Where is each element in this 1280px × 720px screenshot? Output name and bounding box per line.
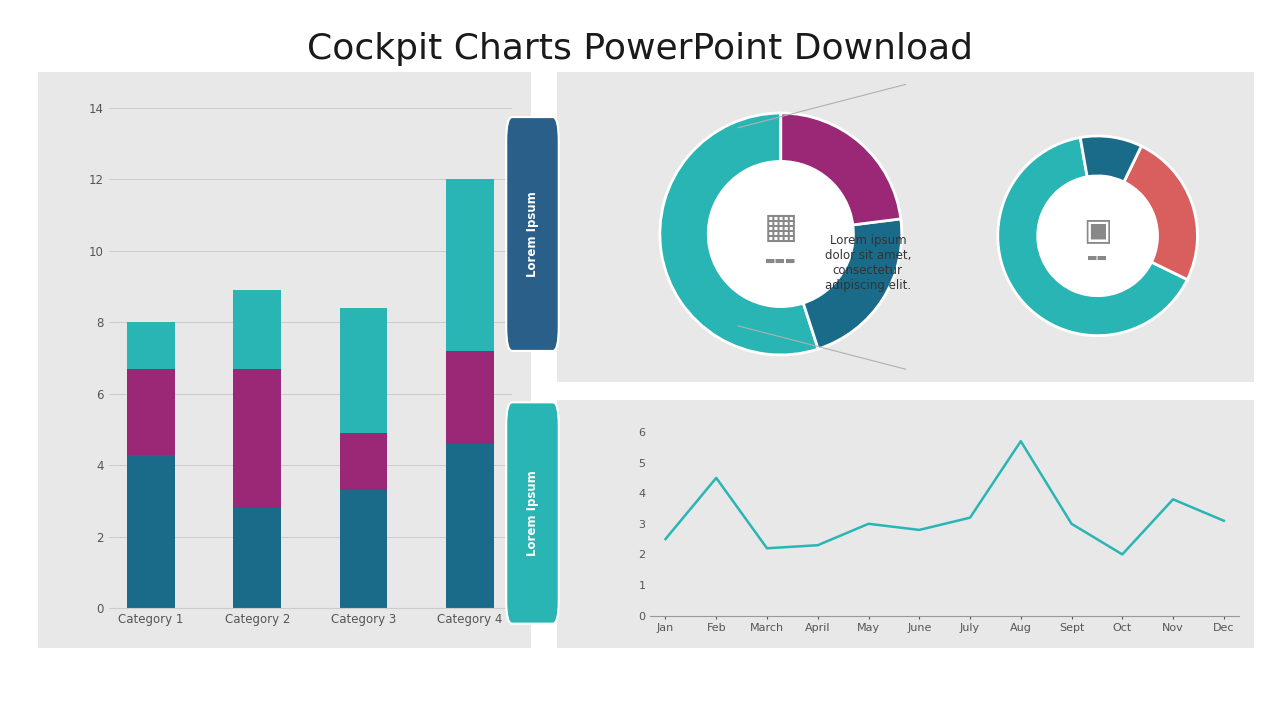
Circle shape [1038, 176, 1157, 296]
Bar [127, 323, 175, 369]
Text: Cockpit Charts PowerPoint Download: Cockpit Charts PowerPoint Download [307, 32, 973, 66]
Circle shape [708, 161, 854, 307]
Wedge shape [660, 113, 818, 355]
Bar [127, 455, 175, 608]
Wedge shape [1080, 136, 1142, 182]
Wedge shape [804, 219, 901, 349]
Bar [445, 444, 494, 608]
Text: ▣: ▣ [1083, 216, 1112, 246]
FancyBboxPatch shape [506, 402, 559, 624]
Text: ▦: ▦ [764, 211, 797, 245]
Bar [233, 369, 282, 508]
FancyBboxPatch shape [506, 117, 559, 351]
Bar [339, 490, 388, 608]
Text: ▬▬: ▬▬ [1087, 253, 1108, 263]
Text: Lorem ipsum
dolor sit amet,
consectetur
adipiscing elit.: Lorem ipsum dolor sit amet, consectetur … [824, 234, 911, 292]
Text: Lorem Ipsum: Lorem Ipsum [526, 191, 539, 277]
Bar [127, 369, 175, 455]
Wedge shape [998, 138, 1188, 336]
Text: Lorem Ipsum: Lorem Ipsum [526, 470, 539, 556]
Bar [233, 290, 282, 369]
Wedge shape [1124, 146, 1197, 279]
Bar [445, 179, 494, 351]
Bar [339, 308, 388, 433]
Bar [233, 508, 282, 608]
Bar [339, 433, 388, 490]
Bar [445, 351, 494, 444]
Wedge shape [781, 113, 901, 225]
Text: ▬▬▬: ▬▬▬ [765, 256, 796, 266]
